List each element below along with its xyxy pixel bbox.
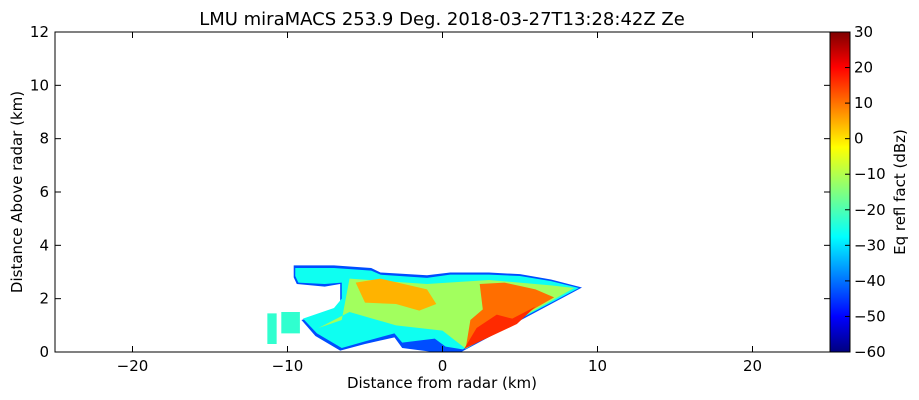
y-tick-label: 12 (30, 23, 49, 41)
echo-region-yellow-core-left (355, 278, 437, 311)
y-tick-label: 2 (39, 290, 49, 308)
x-tick-label: −10 (272, 357, 304, 375)
y-tick-label: 8 (39, 130, 49, 148)
colorbar-tick-label: 30 (854, 23, 873, 41)
colorbar-label: Eq refl fact (dBz) (891, 129, 909, 255)
x-axis: −20 −10 0 10 20 (117, 32, 762, 375)
colorbar-tick-label: 10 (854, 94, 873, 112)
colorbar-tick-label: −10 (854, 165, 886, 183)
chart-title: LMU miraMACS 253.9 Deg. 2018-03-27T13:28… (199, 9, 685, 30)
x-axis-label: Distance from radar (km) (347, 374, 537, 392)
echo-region-patch-left-1 (267, 313, 277, 344)
colorbar-tick-label: −50 (854, 307, 886, 325)
colorbar (829, 31, 851, 353)
colorbar-tick-label: 20 (854, 59, 873, 77)
y-tick-label: 4 (39, 236, 49, 254)
x-tick-label: 0 (438, 357, 448, 375)
colorbar-tick-label: −30 (854, 236, 886, 254)
x-tick-label: 10 (588, 357, 607, 375)
x-tick-label: −20 (117, 357, 149, 375)
colorbar-tick-label: −20 (854, 201, 886, 219)
plot-area (267, 265, 582, 352)
y-tick-label: 0 (39, 343, 49, 361)
y-tick-label: 10 (30, 76, 49, 94)
x-tick-label: 20 (743, 357, 762, 375)
y-tick-label: 6 (39, 183, 49, 201)
echo-region-deep-orange-core (464, 306, 536, 349)
colorbar-tick-label: −40 (854, 272, 886, 290)
colorbar-axis: −60 −50 −40 −30 −20 −10 0 10 20 30 (845, 23, 886, 361)
y-axis-label: Distance Above radar (km) (8, 91, 26, 293)
colorbar-tick-label: 0 (854, 130, 864, 148)
colorbar-tick-label: −60 (854, 343, 886, 361)
y-axis: 0 2 4 6 8 10 12 (30, 23, 830, 361)
echo-region-patch-left-2 (281, 312, 300, 334)
